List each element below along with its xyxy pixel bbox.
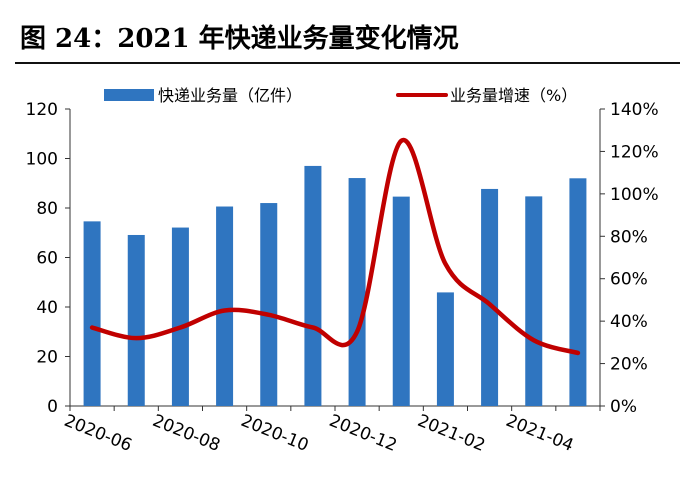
y-left-tick-label: 20 (36, 348, 58, 368)
y-right-tick-label: 80% (610, 227, 648, 247)
axes-group (65, 108, 605, 411)
y-left-tick-label: 40 (36, 298, 58, 318)
title-divider (15, 62, 680, 64)
bar (481, 188, 499, 406)
bar (569, 178, 587, 406)
x-tick-labels: 2020-06 2020-08 2020-10 2020-12 2021-02 2021-… (61, 411, 576, 456)
x-tick-label: 2020-12 (326, 411, 399, 456)
y-left-tick-label: 100 (26, 150, 58, 170)
x-tick-label: 2020-08 (150, 411, 223, 456)
y-right-tick-label: 60% (610, 270, 648, 290)
legend-bar-swatch (104, 89, 154, 101)
y-left-tick-label: 80 (36, 199, 58, 219)
y-right-tick-label: 120% (610, 142, 659, 162)
y-right-tick-label: 100% (610, 185, 659, 205)
bar (127, 234, 145, 406)
legend-line-label: 业务量增速（%） (450, 86, 577, 105)
x-tick-label: 2020-06 (61, 411, 134, 456)
title-bar: 图 24：2021 年快递业务量变化情况 (0, 0, 680, 64)
bar (83, 221, 101, 406)
bar (392, 196, 410, 406)
bar (525, 196, 543, 406)
x-tick-label: 2021-04 (503, 411, 576, 456)
y-right-tick-labels: 0% 20% 40% 60% 80% 100% 120% 140% (610, 100, 659, 417)
y-left-tick-labels: 0 20 40 60 80 100 120 (26, 100, 58, 417)
y-right-tick-label: 20% (610, 355, 648, 375)
line-series (89, 137, 581, 356)
bar (436, 292, 454, 406)
bar (260, 203, 278, 406)
y-left-tick-label: 120 (26, 100, 58, 120)
bar (216, 206, 234, 406)
bar (304, 165, 322, 406)
growth-line (89, 137, 581, 356)
legend-bar-label: 快递业务量（亿件） (158, 86, 302, 105)
bar-series (83, 165, 587, 406)
bar (348, 178, 366, 406)
figure-title: 图 24：2021 年快递业务量变化情况 (20, 24, 459, 54)
x-tick-label: 2021-02 (415, 411, 488, 456)
y-left-tick-label: 60 (36, 249, 58, 269)
y-right-tick-label: 140% (610, 100, 659, 120)
y-left-tick-label: 0 (47, 397, 58, 417)
x-tick-label: 2020-10 (238, 411, 311, 456)
legend: 快递业务量（亿件） 业务量增速（%） (104, 86, 577, 105)
y-right-tick-label: 40% (610, 312, 648, 332)
bar (171, 227, 189, 406)
y-right-tick-label: 0% (610, 397, 637, 417)
